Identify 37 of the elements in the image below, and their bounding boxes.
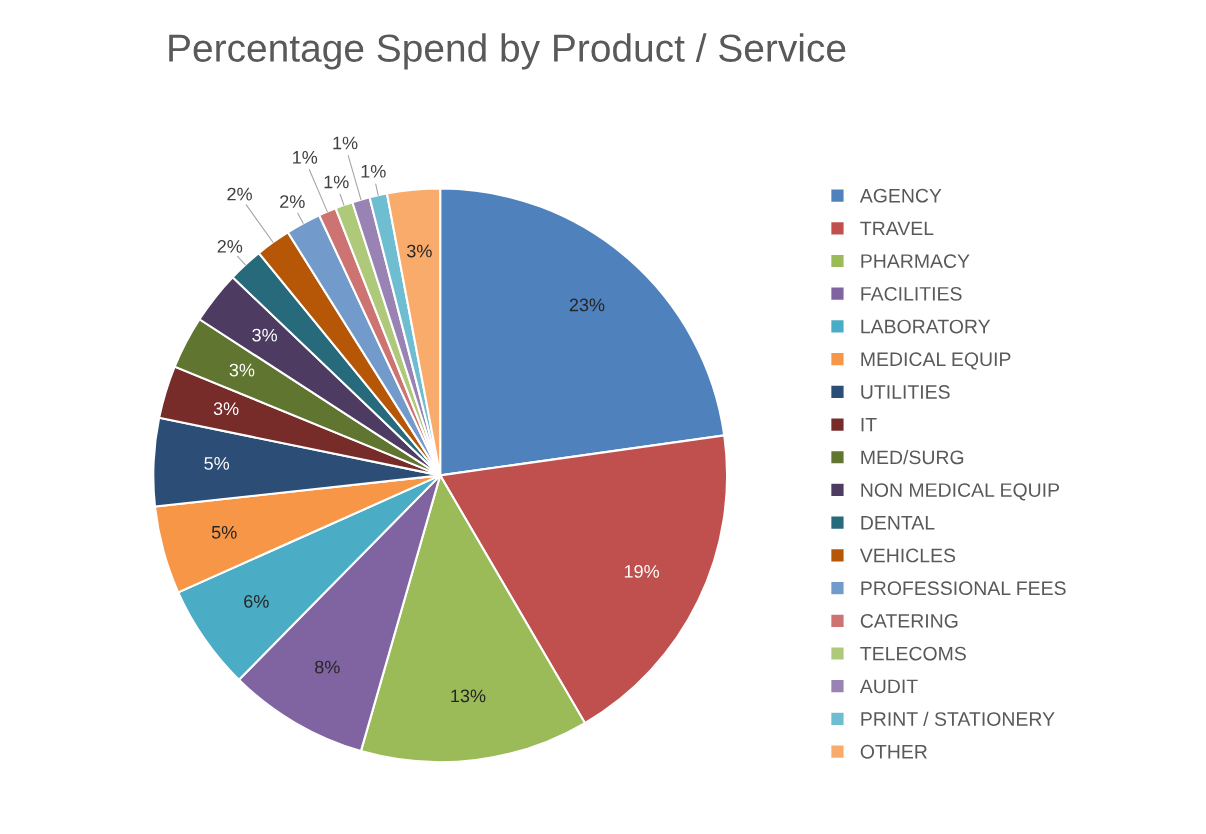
legend-label: PHARMACY [861, 254, 970, 268]
legend-label: PRINT / STATIONERY [861, 711, 1055, 726]
legend-label: VEHICLES [859, 548, 956, 563]
data-label: 2% [227, 187, 252, 201]
data-label: 2% [280, 195, 305, 208]
data-label: 1% [324, 175, 349, 189]
data-label: 23% [569, 298, 605, 312]
data-label: 5% [211, 526, 237, 539]
data-label: 13% [451, 689, 486, 703]
legend-label: PROFESSIONAL FEES [861, 581, 1066, 596]
data-label: 3% [229, 363, 255, 377]
legend-label: TRAVEL [860, 221, 934, 236]
data-label: 5% [204, 457, 230, 470]
legend-label: AUDIT [859, 679, 918, 694]
data-label: 8% [315, 660, 340, 674]
data-label: 3% [406, 244, 432, 258]
legend-label: IT [861, 417, 877, 432]
data-label: 1% [333, 136, 358, 150]
legend-label: TELECOMS [860, 646, 966, 661]
data-label: 3% [213, 402, 239, 416]
data-label: 2% [217, 239, 243, 253]
legend-label: DENTAL [861, 516, 935, 530]
legend-label: OTHER [860, 744, 927, 759]
legend-label: AGENCY [859, 188, 942, 203]
legend-label: MED/SURG [861, 449, 964, 465]
legend-label: MEDICAL EQUIP [861, 352, 1011, 370]
data-label: 3% [252, 328, 278, 342]
data-label: 1% [293, 151, 318, 164]
data-label: 19% [624, 564, 660, 578]
legend-label: FACILITIES [861, 286, 962, 301]
data-label: 6% [244, 595, 269, 608]
legend-label: LABORATORY [861, 319, 991, 334]
legend-label: UTILITIES [861, 385, 950, 399]
data-label: 1% [361, 164, 386, 178]
chart-title: Percentage Spend by Product / Service [169, 33, 846, 70]
legend-label: CATERING [860, 614, 958, 628]
legend-label: NON MEDICAL EQUIP [861, 483, 1060, 501]
